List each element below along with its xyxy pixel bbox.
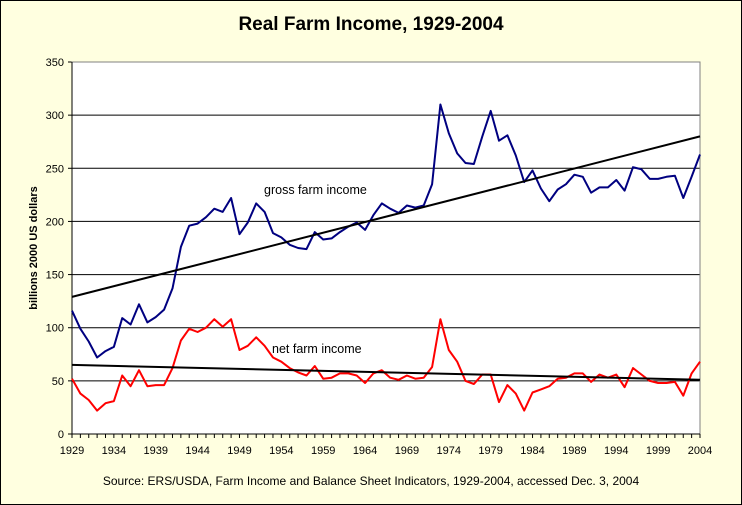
x-tick-label: 2004 [688,445,712,457]
x-tick-label: 1954 [269,445,293,457]
x-tick-label: 1969 [395,445,419,457]
x-tick-label: 1944 [185,445,209,457]
x-tick-label: 1964 [353,445,377,457]
x-tick-label: 1959 [311,445,335,457]
y-tick-label: 50 [52,376,64,388]
x-tick-label: 1979 [478,445,502,457]
annotation-net-farm-income: net farm income [272,342,362,356]
y-axis-label: billions 2000 US dollars [28,186,40,310]
x-tick-label: 1989 [562,445,586,457]
y-tick-label: 0 [58,429,64,441]
y-tick-label: 250 [46,163,64,175]
x-tick-label: 1929 [60,445,84,457]
source-note: Source: ERS/USDA, Farm Income and Balanc… [102,474,640,488]
y-tick-label: 200 [46,216,64,228]
x-tick-label: 1984 [520,445,544,457]
y-tick-label: 300 [46,110,64,122]
x-tick-label: 1939 [143,445,167,457]
annotation-gross-farm-income: gross farm income [264,183,367,197]
y-tick-label: 150 [46,270,64,282]
x-tick-label: 1934 [102,445,126,457]
trend-line-2 [71,363,701,381]
y-tick-label: 350 [46,57,64,69]
x-tick-label: 1994 [604,445,628,457]
chart-title: Real Farm Income, 1929-2004 [238,14,504,35]
series-line-1 [71,103,701,359]
y-tick-label: 100 [46,323,64,335]
x-tick-label: 1949 [227,445,251,457]
x-tick-label: 1999 [646,445,670,457]
x-tick-label: 1974 [437,445,461,457]
trend-line-1 [71,135,701,298]
